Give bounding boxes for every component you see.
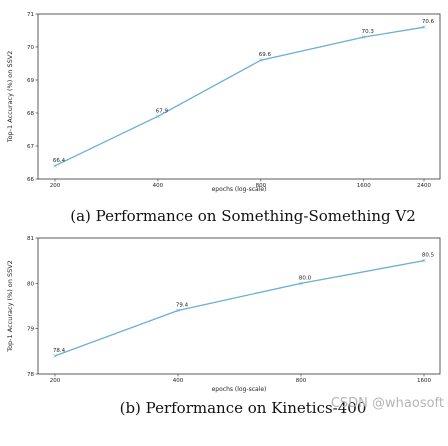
figure-caption: (a) Performance on Something-Something V… — [70, 207, 416, 225]
x-axis-label: epochs (log-scale) — [212, 386, 267, 393]
y-tick-label: 69 — [27, 78, 34, 84]
x-tick-label: 200 — [50, 378, 61, 384]
data-label: 78.4 — [53, 348, 66, 354]
y-tick-label: 71 — [27, 12, 34, 18]
x-tick-label: 800 — [256, 183, 267, 189]
data-label: 69.6 — [259, 52, 272, 58]
data-point-marker: × — [298, 280, 303, 287]
data-point-marker: × — [52, 163, 57, 170]
y-tick-label: 81 — [27, 236, 34, 242]
data-point-marker: × — [361, 34, 366, 41]
x-tick-label: 800 — [296, 378, 307, 384]
y-tick-label: 80 — [27, 281, 34, 287]
y-tick-label: 70 — [27, 45, 34, 51]
x-tick-label: 400 — [173, 378, 184, 384]
y-tick-label: 78 — [27, 372, 34, 378]
data-point-marker: × — [421, 258, 426, 265]
data-label: 67.9 — [156, 108, 169, 114]
y-tick-label: 68 — [27, 111, 34, 117]
x-tick-label: 400 — [153, 183, 164, 189]
x-tick-label: 200 — [50, 183, 61, 189]
data-label: 70.3 — [362, 29, 375, 35]
watermark-text: CSDN @whaosoft — [331, 396, 444, 411]
series-line — [54, 26, 425, 167]
data-point-marker: × — [175, 308, 180, 315]
data-point-marker: × — [52, 353, 57, 360]
data-point-marker: × — [421, 24, 426, 31]
y-tick-label: 67 — [27, 144, 34, 150]
series-line — [54, 260, 425, 357]
y-axis-label: Top-1 Accuracy (%) on SSV2 — [6, 260, 14, 353]
figure-caption: (b) Performance on Kinetics-400 — [120, 399, 367, 417]
y-tick-label: 79 — [27, 327, 34, 333]
x-axis-label: epochs (log-scale) — [212, 186, 267, 193]
plot-frame-1 — [37, 13, 441, 180]
plot-frame-2 — [37, 237, 441, 375]
y-axis-label: Top-1 Accuracy (%) on SSV2 — [6, 51, 14, 144]
data-label: 80.0 — [299, 275, 312, 281]
x-tick-label: 1600 — [417, 378, 431, 384]
data-label: 70.6 — [422, 19, 435, 25]
data-label: 79.4 — [176, 303, 189, 309]
y-tick-label: 66 — [27, 177, 34, 183]
data-point-marker: × — [155, 113, 160, 120]
data-point-marker: × — [258, 57, 263, 64]
data-label: 80.5 — [422, 253, 435, 259]
x-tick-label: 1600 — [357, 183, 371, 189]
x-tick-label: 2400 — [417, 183, 431, 189]
data-label: 66.4 — [53, 158, 66, 164]
